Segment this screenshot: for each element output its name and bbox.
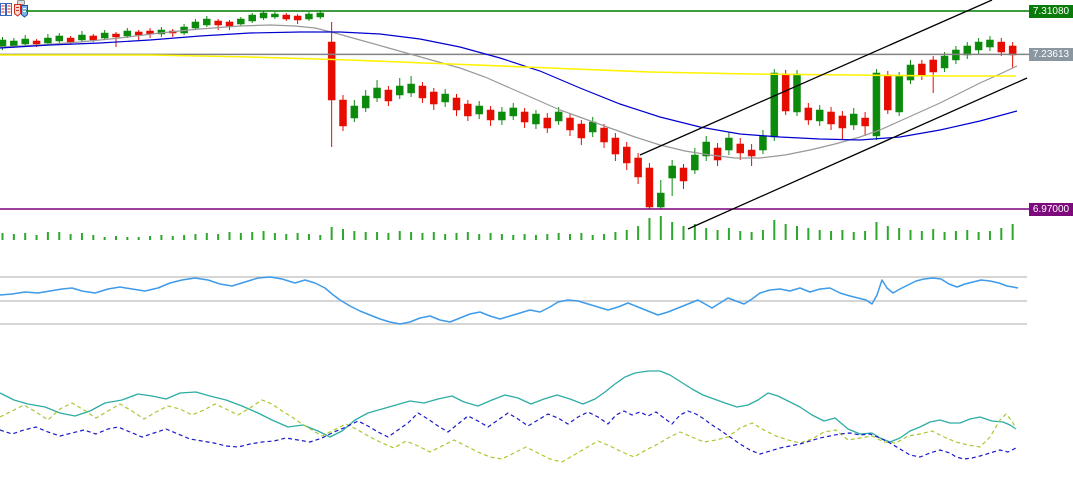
ma-fast-gray — [0, 24, 1018, 159]
price-label-support: 6.97000 — [1029, 202, 1073, 216]
plus-di — [0, 399, 1017, 463]
lower-channel-line[interactable] — [687, 77, 1028, 230]
adx-main — [0, 370, 1017, 443]
yellow-band-line — [0, 54, 1016, 77]
minus-di — [0, 410, 1017, 460]
price-label-resistance: 7.31080 — [1029, 4, 1073, 18]
price-label-current: 7.23613 — [1029, 47, 1073, 61]
price-levels[interactable] — [0, 10, 1029, 210]
oscillator-gridlines — [0, 276, 1027, 325]
toolbar-icons — [0, 0, 28, 18]
red-chart-icon[interactable] — [14, 4, 21, 17]
oscillator-line — [0, 276, 1019, 325]
candlestick-series — [0, 11, 1017, 209]
list-icon[interactable] — [0, 3, 12, 16]
ma-slow-blue — [0, 31, 1018, 141]
upper-channel-line[interactable] — [639, 0, 993, 156]
volume-bars — [1, 216, 1014, 240]
blue-chart-icon[interactable] — [21, 5, 28, 18]
